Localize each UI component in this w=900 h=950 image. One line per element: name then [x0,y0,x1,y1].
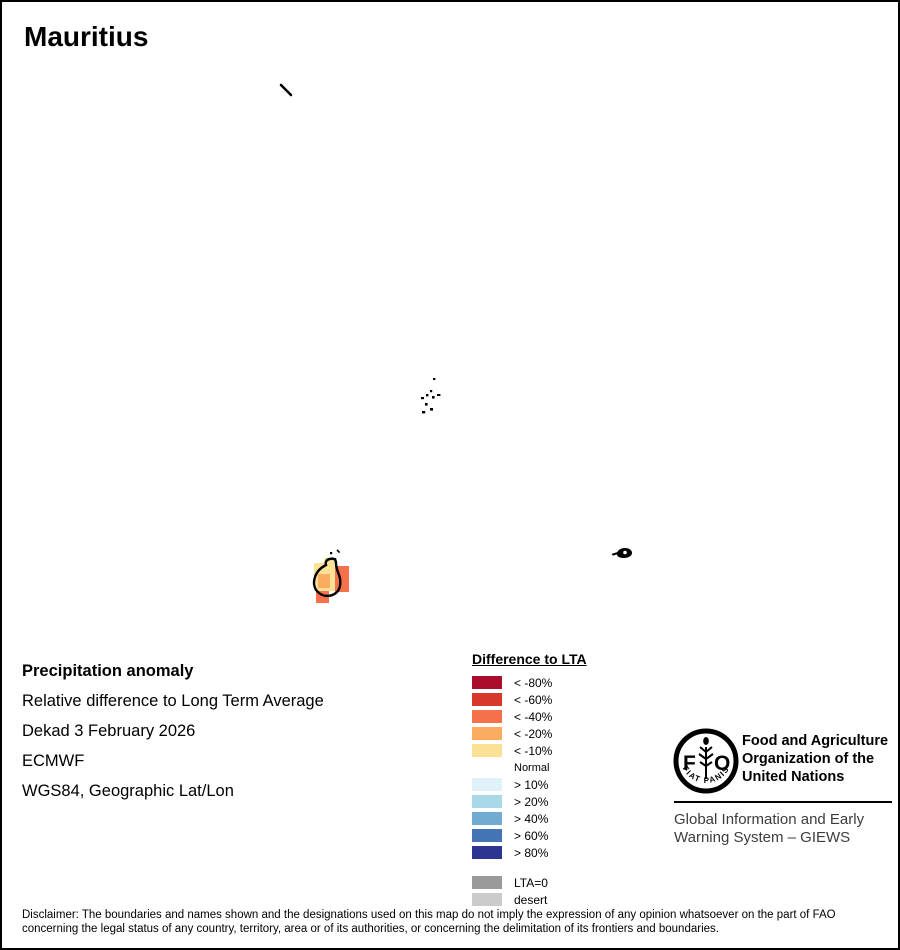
legend-row: > 60% [472,827,587,844]
legend-label: < -40% [514,709,553,724]
giews-caption: Global Information and Early Warning Sys… [674,811,864,847]
fao-logo-letter-o: O [714,752,730,775]
rodrigues-island-shape [612,548,632,558]
fao-divider-rule [674,801,892,803]
legend-row: > 40% [472,810,587,827]
fao-logo-letter-f: F [683,752,696,775]
mauritius-islets [330,549,341,560]
info-line-description: Relative difference to Long Term Average [22,692,324,710]
legend-row: < -60% [472,691,587,708]
legend-row: < -40% [472,708,587,725]
info-line-projection: WGS84, Geographic Lat/Lon [22,782,234,800]
legend-label: > 10% [514,777,549,792]
legend-label: < -20% [514,726,553,741]
legend-swatch [472,795,502,808]
legend-row: > 20% [472,793,587,810]
legend-label: LTA=0 [514,875,548,890]
legend-row: < -20% [472,725,587,742]
disclaimer-line2: concerning the legal status of any count… [22,923,719,935]
legend-swatch [472,812,502,825]
info-heading: Precipitation anomaly [22,662,194,680]
fao-name: Food and Agriculture Organization of the… [742,732,888,786]
info-line-source: ECMWF [22,752,85,770]
legend-row: Normal [472,759,587,776]
mauritius-coastline [312,557,342,598]
fao-name-line2: Organization of the [742,751,875,767]
legend-swatch [472,744,502,757]
legend-swatch [472,693,502,706]
mauritius-island-shape [312,549,349,603]
legend-swatch [472,676,502,689]
legend: Difference to LTA < -80% < -60% < -40% <… [472,651,587,908]
legend-swatch [472,727,502,740]
legend-label: < -80% [514,675,553,690]
legend-label: > 80% [514,845,549,860]
legend-row: > 80% [472,844,587,861]
fao-name-line1: Food and Agriculture [742,733,889,749]
legend-label: Normal [514,761,550,774]
legend-swatch [472,761,502,774]
page-title: Mauritius [24,21,149,52]
legend-swatch [472,876,502,889]
legend-label: < -10% [514,743,553,758]
disclaimer-line1: Disclaimer: The boundaries and names sho… [22,909,836,921]
legend-row: LTA=0 [472,874,587,891]
legend-row: desert [472,891,587,908]
legend-row: < -10% [472,742,587,759]
legend-row: > 10% [472,776,587,793]
legend-label: > 40% [514,811,549,826]
legend-label: > 60% [514,828,549,843]
legend-label: desert [514,892,548,907]
st-brandon-shoals-shape [421,378,441,414]
agalega-islands-shape [279,83,293,97]
legend-title: Difference to LTA [472,651,587,667]
giews-line1: Global Information and Early [674,811,865,828]
giews-line2: Warning System – GIEWS [674,829,851,846]
legend-swatch [472,778,502,791]
disclaimer: Disclaimer: The boundaries and names sho… [22,908,887,936]
info-line-dekad: Dekad 3 February 2026 [22,722,196,740]
fao-name-line3: United Nations [742,769,845,785]
legend-row: < -80% [472,674,587,691]
legend-swatch [472,846,502,859]
legend-label: > 20% [514,794,549,809]
legend-spacer [472,861,587,874]
wheat-ear-icon [698,737,714,779]
legend-swatch [472,893,502,906]
legend-swatch [472,829,502,842]
fao-logo-icon: F O FIAT PANIS [673,728,739,794]
raster-cell-minus20 [318,574,330,588]
legend-swatch [472,710,502,723]
legend-label: < -60% [514,692,553,707]
map-info-block: Precipitation anomaly Relative differenc… [22,656,324,806]
